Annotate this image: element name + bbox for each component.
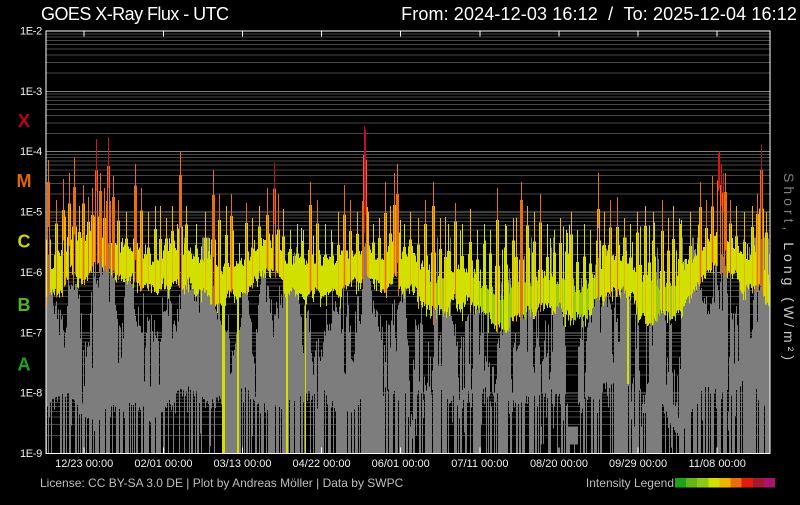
svg-text:12/23 00:00: 12/23 00:00 bbox=[55, 458, 113, 470]
svg-text:02/01 00:00: 02/01 00:00 bbox=[134, 458, 192, 470]
svg-text:07/11 00:00: 07/11 00:00 bbox=[451, 458, 508, 470]
svg-text:1E-4: 1E-4 bbox=[20, 146, 42, 158]
svg-text:09/29 00:00: 09/29 00:00 bbox=[609, 458, 667, 470]
svg-text:License: CC BY-SA 3.0 DE | Plo: License: CC BY-SA 3.0 DE | Plot by Andre… bbox=[40, 476, 404, 490]
svg-text:From: 2024-12-03 16:12 / To:: From: 2024-12-03 16:12 / To: 2025-12-04 … bbox=[401, 4, 797, 24]
svg-text:1E-9: 1E-9 bbox=[20, 448, 42, 460]
svg-text:A: A bbox=[18, 355, 31, 375]
svg-text:1E-3: 1E-3 bbox=[20, 86, 42, 98]
svg-text:06/01 00:00: 06/01 00:00 bbox=[372, 458, 430, 470]
svg-text:B: B bbox=[18, 295, 31, 315]
svg-text:1E-5: 1E-5 bbox=[20, 207, 42, 219]
svg-text:1E-2: 1E-2 bbox=[20, 26, 42, 38]
svg-text:M: M bbox=[17, 171, 32, 191]
svg-text:1E-7: 1E-7 bbox=[20, 327, 42, 339]
svg-text:08/20 00:00: 08/20 00:00 bbox=[530, 458, 588, 470]
svg-text:04/22 00:00: 04/22 00:00 bbox=[293, 458, 351, 470]
svg-text:Short, Long (W/m²): Short, Long (W/m²) bbox=[781, 173, 797, 364]
svg-text:1E-8: 1E-8 bbox=[20, 388, 42, 400]
svg-text:11/08 00:00: 11/08 00:00 bbox=[689, 458, 746, 470]
svg-text:03/13 00:00: 03/13 00:00 bbox=[213, 458, 271, 470]
svg-text:1E-6: 1E-6 bbox=[20, 267, 42, 279]
svg-text:GOES X-Ray Flux - UTC: GOES X-Ray Flux - UTC bbox=[41, 4, 229, 24]
svg-text:Intensity Legend: Intensity Legend bbox=[586, 476, 674, 490]
svg-text:X: X bbox=[18, 111, 30, 131]
svg-text:C: C bbox=[18, 231, 31, 251]
